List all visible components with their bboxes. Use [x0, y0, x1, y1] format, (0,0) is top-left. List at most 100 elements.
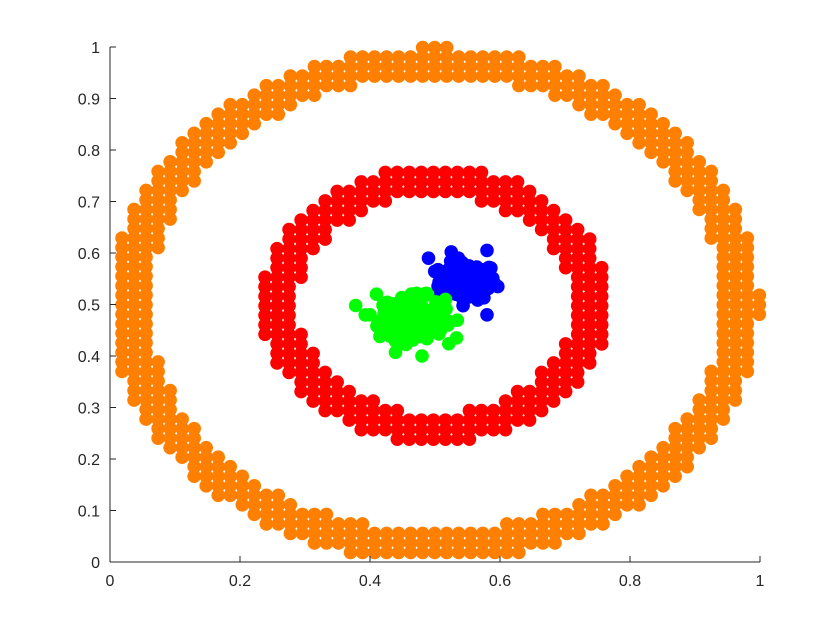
data-point — [486, 175, 501, 189]
series-0 — [115, 40, 767, 560]
data-point — [728, 288, 743, 303]
data-point — [403, 59, 418, 74]
data-point — [570, 327, 585, 342]
data-point — [282, 356, 296, 370]
data-point — [439, 50, 454, 64]
data-point — [558, 346, 573, 361]
data-point — [282, 365, 296, 380]
data-point — [584, 498, 598, 512]
data-point — [283, 517, 298, 531]
data-point — [259, 507, 274, 522]
data-point — [632, 107, 646, 122]
data-point — [270, 251, 284, 265]
data-point — [414, 184, 429, 199]
data-point — [379, 59, 394, 74]
data-point — [522, 194, 537, 208]
data-point — [692, 193, 707, 207]
data-point — [127, 202, 141, 217]
data-point — [546, 232, 561, 246]
data-point — [548, 517, 562, 531]
data-point — [620, 488, 634, 503]
data-point — [728, 259, 743, 274]
data-point — [680, 135, 694, 150]
data-point — [668, 421, 682, 436]
data-point — [115, 364, 129, 379]
data-point — [680, 440, 694, 455]
data-point — [270, 327, 284, 342]
data-point — [632, 459, 646, 474]
data-point — [560, 507, 574, 522]
data-point — [668, 126, 682, 141]
data-point — [656, 135, 670, 150]
data-point — [740, 288, 755, 303]
data-point — [486, 403, 501, 418]
data-point — [127, 307, 141, 322]
data-point — [548, 507, 562, 522]
data-point — [379, 545, 394, 560]
data-point — [283, 507, 298, 522]
data-point — [716, 297, 731, 312]
data-point — [175, 155, 189, 169]
data-point — [306, 213, 320, 227]
data-point — [450, 175, 465, 189]
data-point — [584, 107, 598, 122]
data-point — [366, 403, 381, 418]
data-point — [343, 536, 358, 550]
data-point — [546, 356, 561, 370]
data-point — [247, 488, 262, 503]
data-point — [716, 374, 731, 388]
data-point — [488, 545, 502, 560]
data-point — [139, 193, 153, 207]
y-tick-label: 0.5 — [78, 298, 100, 315]
y-tick-label: 0.2 — [78, 452, 100, 469]
data-point — [450, 184, 465, 199]
data-point — [391, 545, 406, 560]
data-point — [426, 165, 441, 180]
data-point — [582, 270, 597, 285]
data-point — [716, 221, 731, 236]
data-point — [175, 164, 189, 179]
data-point — [318, 232, 332, 246]
data-point — [187, 164, 201, 179]
data-point — [139, 297, 153, 312]
data-point — [716, 336, 731, 350]
data-point — [307, 59, 322, 74]
data-point — [570, 375, 585, 389]
data-point — [294, 346, 308, 361]
data-point — [306, 365, 320, 380]
data-point — [572, 69, 586, 83]
data-point — [343, 517, 358, 531]
data-point — [475, 526, 490, 541]
data-point — [354, 394, 369, 408]
data-point — [546, 203, 561, 218]
data-point — [548, 526, 562, 541]
data-point — [536, 78, 550, 93]
data-point — [139, 402, 153, 417]
data-point — [258, 327, 272, 342]
data-point — [139, 288, 153, 303]
data-point — [282, 346, 296, 361]
data-point — [596, 78, 610, 93]
data-point — [343, 59, 358, 74]
data-point — [560, 517, 574, 531]
data-point — [594, 327, 609, 342]
data-point — [211, 135, 226, 150]
series-3 — [348, 286, 465, 363]
data-point — [151, 421, 165, 436]
data-point — [716, 193, 731, 207]
data-point — [295, 526, 310, 541]
data-point — [127, 221, 141, 236]
data-point — [426, 175, 441, 189]
data-point — [594, 260, 609, 275]
data-point — [354, 194, 369, 208]
data-point — [151, 383, 165, 398]
data-point — [115, 278, 129, 293]
data-point — [644, 469, 658, 484]
data-point — [582, 308, 597, 323]
data-point — [270, 356, 284, 370]
data-point — [282, 308, 296, 323]
data-point — [348, 298, 363, 313]
data-point — [450, 165, 465, 180]
data-point — [283, 498, 298, 512]
data-point — [343, 545, 358, 560]
